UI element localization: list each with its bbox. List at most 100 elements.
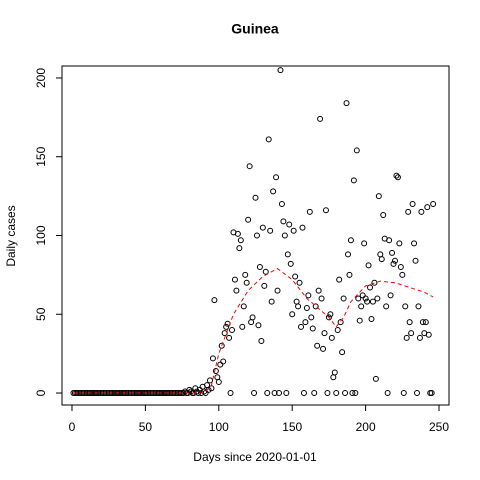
point [394,174,401,181]
point [318,295,325,302]
point [198,390,205,397]
point [298,323,305,330]
point [186,386,193,393]
point [256,264,263,271]
x-axis-label: Days since 2020-01-01 [193,450,317,464]
point [322,207,329,214]
point [309,325,316,332]
point [239,323,246,330]
point [342,390,349,397]
point [217,361,224,368]
point [406,319,413,326]
point [375,193,382,200]
point [237,237,244,244]
chart-title: Guinea [231,21,279,37]
x-tick-label: 250 [429,420,449,434]
point [267,227,274,234]
point [265,136,272,143]
point [396,240,403,247]
point [403,334,410,341]
point [284,251,291,258]
y-tick-label: 0 [34,389,48,396]
point [209,355,216,362]
point [212,367,219,374]
point [236,245,243,252]
plot-box [61,65,450,406]
point [268,298,275,305]
point [233,287,240,294]
y-tick-label: 50 [34,307,48,321]
point [302,319,309,326]
point [334,327,341,334]
point [253,232,260,239]
point [368,315,375,322]
x-tick-label: 200 [356,420,376,434]
point [386,237,393,244]
y-tick-label: 200 [34,68,48,88]
point [218,342,225,349]
point [380,212,387,219]
point [255,322,262,329]
point [290,227,297,234]
point [327,311,334,318]
point [243,279,250,286]
point [299,224,306,231]
point [337,319,344,326]
point [419,319,426,326]
point [303,304,310,311]
point [390,260,397,267]
point [369,298,376,305]
point [340,295,347,302]
point [223,323,230,330]
point [349,390,356,397]
point [374,295,381,302]
point [424,204,431,211]
point [292,273,299,280]
point [355,295,362,302]
smooth-line [73,267,434,394]
point [270,188,277,195]
point [320,345,327,352]
point [240,303,247,310]
point [415,303,422,310]
point [287,260,294,267]
point [384,390,391,397]
x-tick-label: 50 [139,420,153,434]
point [416,334,423,341]
point [271,390,278,397]
point [274,287,281,294]
point [262,268,269,275]
point [296,279,303,286]
point [343,100,350,107]
point [249,314,256,321]
point [425,331,432,338]
point [246,163,253,170]
point [358,303,365,310]
point [362,295,369,302]
point [412,257,419,264]
point [378,256,385,263]
point [372,375,379,382]
point [397,264,404,271]
point [347,237,354,244]
point [245,216,252,223]
point [336,276,343,283]
point [234,230,241,237]
point [393,172,400,179]
point [353,147,360,154]
point [418,208,425,215]
point [331,369,338,376]
point [328,334,335,341]
point [242,271,249,278]
point [350,177,357,184]
point [430,200,437,207]
point [312,303,319,310]
point [308,314,315,321]
point [389,249,396,256]
point [226,334,233,341]
point [408,330,415,337]
point [280,218,287,225]
point [413,390,420,397]
x-tick-label: 100 [209,420,229,434]
point [273,174,280,181]
